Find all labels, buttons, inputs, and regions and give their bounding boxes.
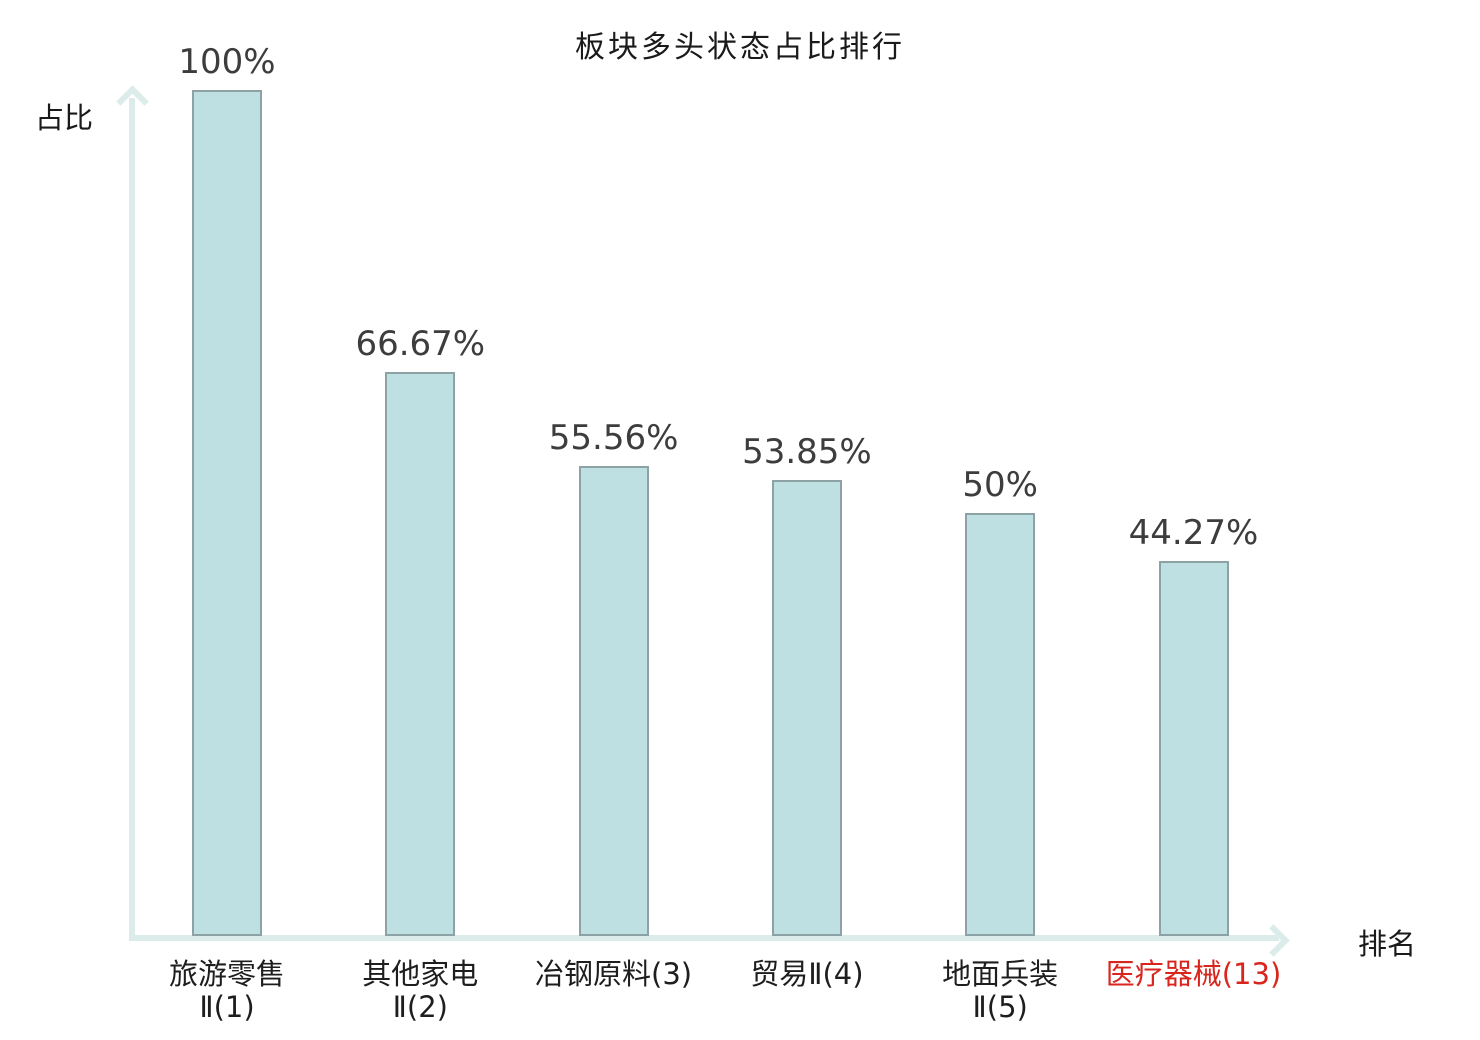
bar-value-label: 50% xyxy=(962,465,1038,505)
bar-医疗器械(13) xyxy=(1158,561,1229,936)
category-label-line: 其他家电 xyxy=(362,957,479,991)
category-label-line: Ⅱ(2) xyxy=(392,990,448,1024)
bar-旅游零售Ⅱ(1) xyxy=(192,90,262,936)
bar-value-label: 55.56% xyxy=(548,418,679,458)
category-label-line: 医疗器械(13) xyxy=(1105,957,1282,991)
category-label-line: Ⅱ(5) xyxy=(972,990,1028,1024)
chart-title: 板块多头状态占比排行 xyxy=(575,30,905,65)
x-axis-label: 排名 xyxy=(1358,927,1417,961)
x-axis-arrow-icon xyxy=(1257,924,1290,957)
bar-value-label: 53.85% xyxy=(742,432,872,472)
x-axis xyxy=(129,935,1279,941)
category-label: 地面兵装 Ⅱ(5) xyxy=(942,958,1058,1024)
category-label-line: 地面兵装 xyxy=(942,957,1059,991)
category-label-line: 冶钢原料(3) xyxy=(535,957,693,991)
bar-其他家电Ⅱ(2) xyxy=(385,372,456,936)
category-label: 旅游零售 Ⅱ(1) xyxy=(169,958,285,1024)
y-axis-arrow-icon xyxy=(116,85,149,118)
bar-value-label: 66.67% xyxy=(355,324,486,364)
bar-value-label: 100% xyxy=(178,42,276,82)
y-axis-label: 占比 xyxy=(35,101,94,135)
y-axis xyxy=(129,98,135,938)
category-label: 医疗器械(13) xyxy=(1106,958,1282,991)
category-label: 冶钢原料(3) xyxy=(535,958,692,991)
category-label-line: 旅游零售 xyxy=(168,957,286,991)
bar-地面兵装Ⅱ(5) xyxy=(965,513,1036,936)
bar-贸易Ⅱ(4) xyxy=(771,480,842,936)
category-label-line: 贸易Ⅱ(4) xyxy=(750,957,864,991)
bar-冶钢原料(3) xyxy=(578,466,649,936)
category-label-line: Ⅱ(1) xyxy=(199,990,255,1024)
category-label: 贸易Ⅱ(4) xyxy=(750,958,863,991)
bar-value-label: 44.27% xyxy=(1128,513,1259,553)
category-label: 其他家电 Ⅱ(2) xyxy=(362,958,478,1024)
